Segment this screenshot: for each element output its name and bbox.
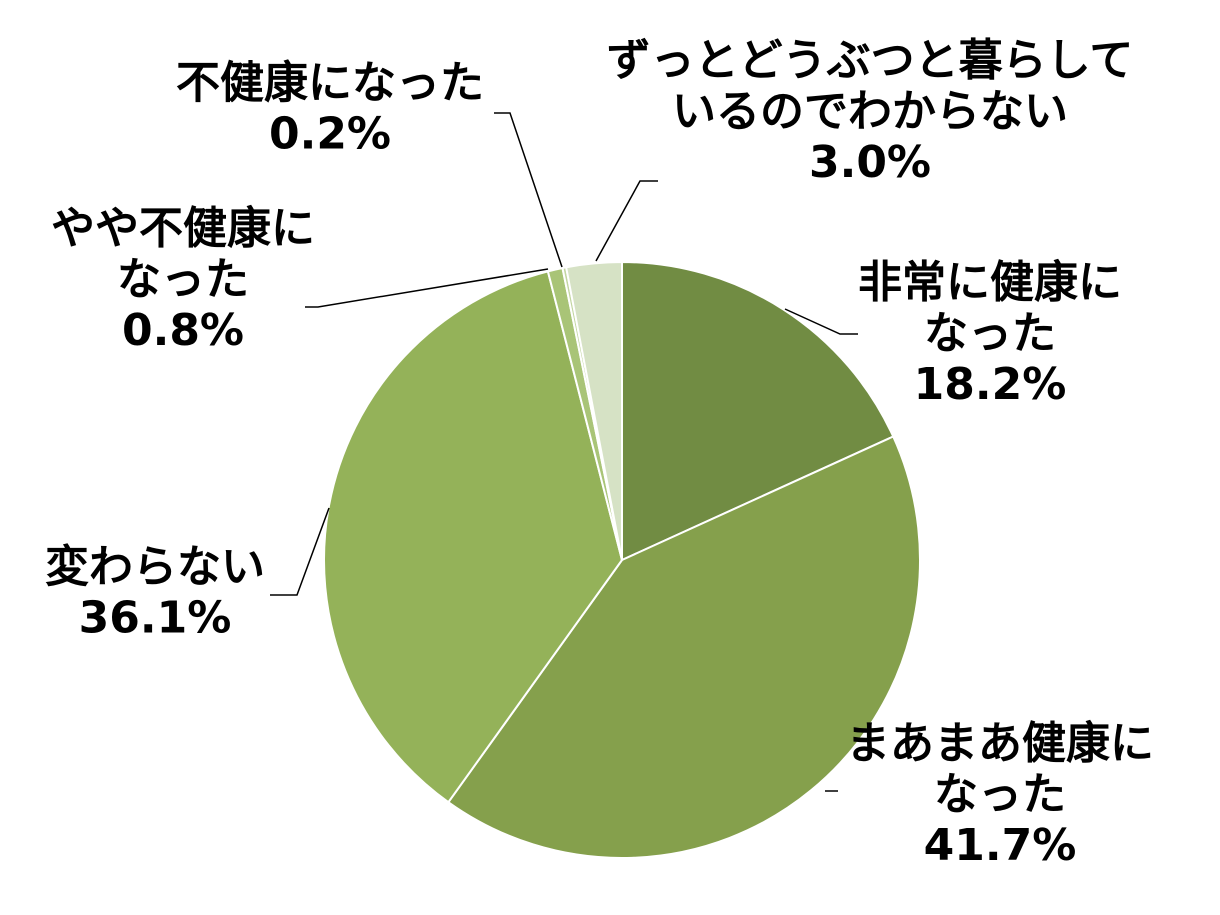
data-label-category-4: やや不健康に xyxy=(51,203,315,254)
data-label-category-6: ずっとどうぶつと暮らして xyxy=(607,35,1134,86)
pie-slice-6 xyxy=(564,260,623,561)
data-label-value-6: 3.0% xyxy=(809,137,931,188)
data-label-category-1: 非常に健康に xyxy=(858,257,1122,308)
data-label-value-1: 18.2% xyxy=(914,359,1067,410)
data-label-category-3: 変わらない xyxy=(45,542,265,593)
pie-slice-3 xyxy=(323,270,624,804)
data-label-category-6: いるのでわからない xyxy=(672,86,1068,137)
data-label-value-2: 41.7% xyxy=(924,820,1077,871)
leader-line-4 xyxy=(305,268,549,308)
leader-lines xyxy=(270,112,858,792)
leader-line-6 xyxy=(595,180,658,262)
data-label-category-4: なった xyxy=(117,254,249,305)
pie-slice-2 xyxy=(446,435,922,859)
data-labels: 非常に健康になった18.2%まあまあ健康になった41.7%変わらない36.1%や… xyxy=(45,35,1154,871)
data-label-value-4: 0.8% xyxy=(122,305,244,356)
data-label-value-5: 0.2% xyxy=(269,109,391,160)
data-label-category-5: 不健康になった xyxy=(176,58,484,109)
data-label-category-2: なった xyxy=(934,769,1066,820)
leader-line-3 xyxy=(270,507,330,596)
leader-line-1 xyxy=(784,308,858,335)
data-label-category-1: なった xyxy=(924,308,1056,359)
data-label-category-2: まあまあ健康に xyxy=(846,718,1154,769)
leader-line-5 xyxy=(494,112,563,268)
pie-slice-1 xyxy=(621,260,895,562)
pie-slices xyxy=(323,260,922,859)
data-label-value-3: 36.1% xyxy=(79,593,232,644)
